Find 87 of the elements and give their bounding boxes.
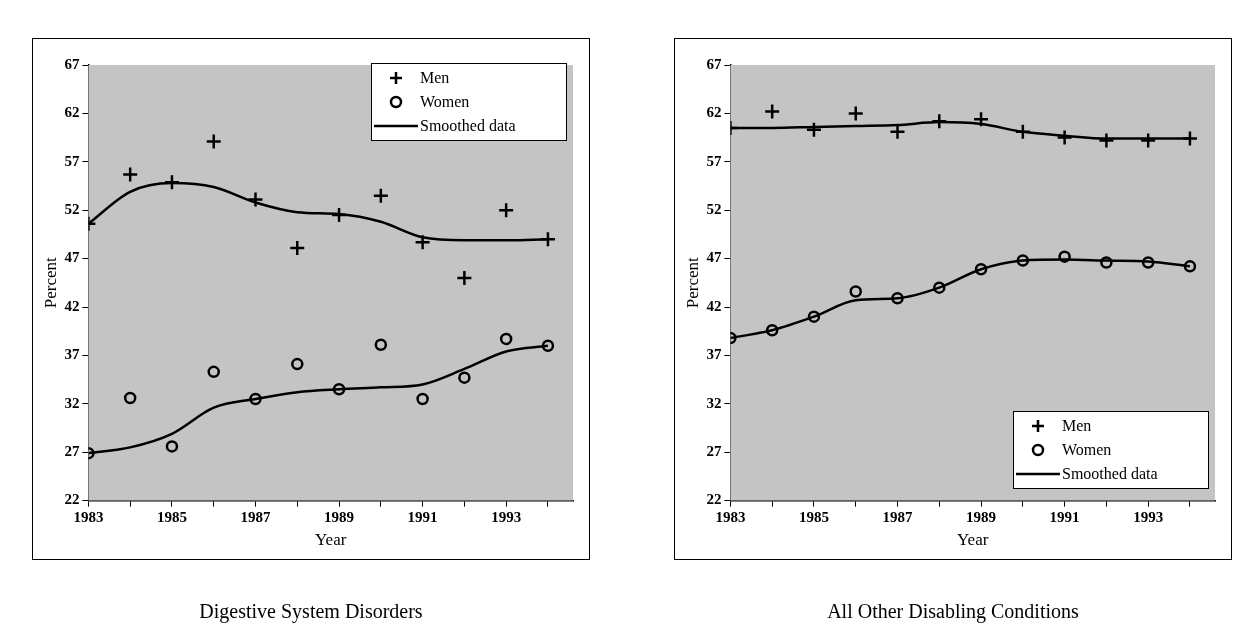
point xyxy=(849,285,862,298)
x-axis-title: Year xyxy=(315,530,347,550)
point xyxy=(247,191,264,208)
x-tick-label: 1993 xyxy=(1133,509,1164,526)
y-tick-label: 37 xyxy=(64,346,80,363)
x-tick-label: 1983 xyxy=(715,509,746,526)
x-tick-label: 1991 xyxy=(407,509,438,526)
point xyxy=(249,392,262,406)
point xyxy=(1181,130,1199,147)
point xyxy=(1098,132,1115,149)
point xyxy=(891,292,904,305)
x-tick-label: 1989 xyxy=(966,509,997,526)
point xyxy=(541,339,555,352)
point xyxy=(165,440,179,453)
point xyxy=(847,105,864,122)
y-tick-label: 52 xyxy=(706,201,722,218)
point xyxy=(372,187,390,204)
point xyxy=(807,310,821,323)
y-tick-label: 57 xyxy=(706,152,722,169)
point xyxy=(1100,256,1113,269)
x-tick-label: 1987 xyxy=(882,509,913,526)
x-tick-label: 1985 xyxy=(156,509,187,526)
y-tick-label: 57 xyxy=(64,152,80,169)
point xyxy=(291,357,304,371)
point xyxy=(1016,254,1030,267)
point xyxy=(805,121,823,139)
y-tick-label: 32 xyxy=(64,394,80,411)
point xyxy=(123,391,137,405)
x-tick-label: 1985 xyxy=(798,509,829,526)
point xyxy=(499,332,513,346)
x-axis-title: Year xyxy=(957,530,989,550)
point xyxy=(1058,250,1071,263)
point xyxy=(1141,256,1155,269)
y-tick-label: 52 xyxy=(64,201,80,218)
point xyxy=(289,239,306,257)
point xyxy=(1056,129,1073,146)
y-tick-label: 27 xyxy=(64,443,80,460)
legend-label: Men xyxy=(1062,416,1092,435)
y-axis-title: Percent xyxy=(682,257,702,309)
point xyxy=(332,383,346,396)
point xyxy=(1139,132,1157,149)
point xyxy=(458,371,471,384)
y-tick-label: 67 xyxy=(706,55,722,72)
y-tick-label: 62 xyxy=(64,104,80,121)
point xyxy=(414,233,431,251)
point xyxy=(763,103,781,120)
text: Digestive System Disorders xyxy=(199,600,423,623)
point xyxy=(456,269,473,287)
point xyxy=(330,206,348,224)
point xyxy=(933,281,946,294)
legend-label: Men xyxy=(420,69,450,87)
x-tick-label: 1983 xyxy=(73,509,104,526)
point xyxy=(163,173,181,191)
x-tick-label: 1987 xyxy=(240,509,271,526)
legend-label: Women xyxy=(420,93,470,111)
point xyxy=(497,201,515,219)
x-tick-label: 1993 xyxy=(491,509,522,526)
y-tick-label: 47 xyxy=(64,249,80,266)
y-tick-label: 37 xyxy=(706,346,722,363)
x-tick-label: 1989 xyxy=(324,509,355,526)
point xyxy=(539,230,557,248)
y-tick-label: 62 xyxy=(706,104,722,121)
legend-label: Women xyxy=(1062,440,1112,459)
y-tick-label: 42 xyxy=(706,297,722,314)
y-axis-title: Percent xyxy=(40,257,60,309)
y-tick-label: 22 xyxy=(706,491,722,508)
x-tick-label: 1991 xyxy=(1049,509,1080,526)
y-tick-label: 47 xyxy=(706,249,722,266)
legend-label: Smoothed data xyxy=(1062,464,1158,483)
point xyxy=(416,392,429,406)
point xyxy=(931,112,948,130)
point xyxy=(121,166,139,183)
point xyxy=(974,263,988,276)
text: All Other Disabling Conditions xyxy=(827,600,1079,623)
y-tick-label: 27 xyxy=(706,443,722,460)
point xyxy=(374,338,388,351)
point xyxy=(765,323,779,337)
point xyxy=(207,365,220,379)
y-tick-label: 67 xyxy=(64,55,80,72)
y-tick-label: 22 xyxy=(64,491,80,508)
y-tick-label: 42 xyxy=(64,297,80,314)
point xyxy=(1014,123,1032,141)
y-tick-label: 32 xyxy=(706,394,722,411)
legend-label: Smoothed data xyxy=(420,117,516,135)
point xyxy=(972,110,990,128)
point xyxy=(205,133,222,150)
point xyxy=(1183,260,1197,273)
